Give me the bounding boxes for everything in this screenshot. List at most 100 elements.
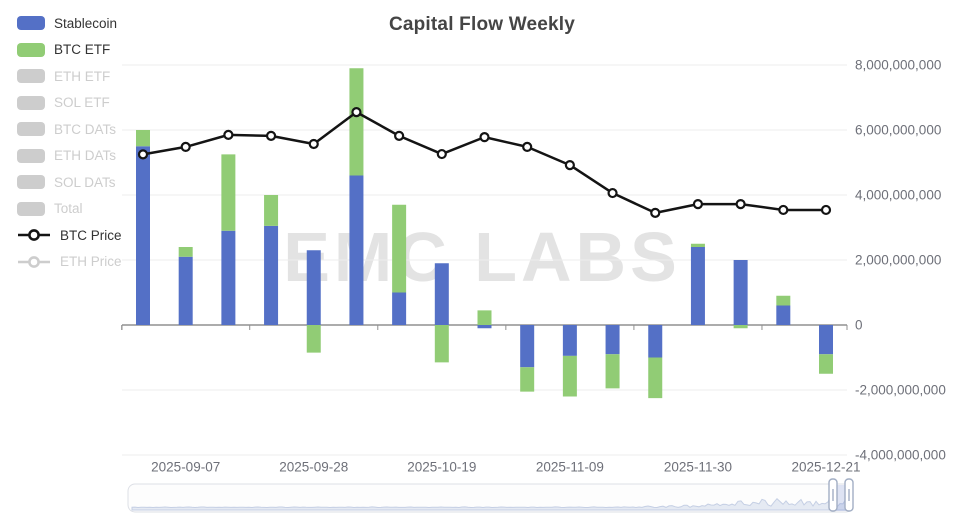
bar-btc-etf xyxy=(221,154,236,231)
bar-stablecoin xyxy=(349,175,364,325)
btc-price-marker xyxy=(479,132,490,143)
btc-price-marker xyxy=(564,160,575,171)
legend-item-eth-etf[interactable]: ETH ETF xyxy=(17,63,122,90)
bar-btc-etf xyxy=(648,357,663,399)
bar-btc-etf xyxy=(477,310,492,325)
x-axis-tick-label: 2025-10-19 xyxy=(407,459,477,475)
legend-label: SOL ETF xyxy=(54,95,110,111)
bar-stablecoin xyxy=(562,325,577,356)
legend-item-btc-dats[interactable]: BTC DATs xyxy=(17,116,122,143)
bar-stablecoin xyxy=(178,256,193,325)
stablecoin-swatch-icon xyxy=(17,16,45,31)
bar-stablecoin xyxy=(392,292,407,325)
eth-dats-swatch-icon xyxy=(17,148,45,163)
data-zoom-sparkline xyxy=(131,493,850,511)
btc-price-marker xyxy=(522,141,533,152)
x-axis-tick-label: 2025-09-28 xyxy=(279,459,349,475)
btc-price-marker xyxy=(351,107,362,118)
bar-btc-etf xyxy=(562,355,577,397)
legend-label: BTC Price xyxy=(60,227,122,243)
btc-price-marker xyxy=(265,130,277,141)
sol-etf-swatch-icon xyxy=(17,95,45,110)
btc-price-marker xyxy=(223,129,234,140)
btc-price-marker xyxy=(308,138,319,150)
legend: Stablecoin BTC ETF ETH ETF SOL ETF BTC DATs E… xyxy=(17,10,122,275)
bar-stablecoin xyxy=(434,263,449,325)
y-axis-tick-label: -4,000,000,000 xyxy=(855,447,946,463)
btc-etf-swatch-icon xyxy=(17,42,45,57)
btc-price-line xyxy=(141,110,828,215)
x-axis-tick-label: 2025-12-21 xyxy=(791,459,861,475)
btc-dats-swatch-icon xyxy=(17,122,45,137)
total-swatch-icon xyxy=(17,201,45,216)
y-axis-tick-label: 4,000,000,000 xyxy=(855,187,942,203)
legend-label: SOL DATs xyxy=(54,174,116,190)
btc-price-marker xyxy=(820,204,832,216)
legend-item-eth-dats[interactable]: ETH DATs xyxy=(17,143,122,170)
legend-item-btc-price[interactable]: BTC Price xyxy=(17,222,122,249)
bar-btc-etf xyxy=(520,367,535,392)
eth-price-line-icon xyxy=(18,255,50,268)
legend-label: Stablecoin xyxy=(54,15,118,31)
btc-price-marker xyxy=(607,187,618,199)
btc-price-line-icon xyxy=(18,229,50,242)
btc-price-marker xyxy=(137,149,149,160)
x-axis-tick-label: 2025-11-30 xyxy=(663,459,732,475)
y-axis-tick-label: -2,000,000,000 xyxy=(855,382,946,398)
btc-price-marker xyxy=(735,199,746,210)
x-axis-tick-label: 2025-11-09 xyxy=(535,459,604,475)
bar-btc-etf xyxy=(178,247,193,257)
bar-btc-etf xyxy=(264,195,279,226)
y-axis-tick-label: 2,000,000,000 xyxy=(855,252,942,268)
btc-price-marker xyxy=(650,207,661,218)
btc-price-marker xyxy=(394,130,405,141)
legend-item-total[interactable]: Total xyxy=(17,196,122,223)
bar-btc-etf xyxy=(776,295,791,306)
bar-stablecoin xyxy=(477,325,492,329)
bar-stablecoin xyxy=(819,325,833,355)
btc-price-marker xyxy=(436,148,447,160)
legend-item-btc-etf[interactable]: BTC ETF xyxy=(17,37,122,64)
bar-stablecoin xyxy=(605,325,620,355)
legend-label: ETH Price xyxy=(60,254,122,270)
btc-price-marker xyxy=(778,204,789,216)
legend-item-stablecoin[interactable]: Stablecoin xyxy=(17,10,122,37)
btc-price-marker xyxy=(692,199,704,210)
bar-stablecoin xyxy=(648,325,663,358)
bar-stablecoin xyxy=(733,260,748,325)
bar-btc-etf xyxy=(349,68,364,176)
chart-title: Capital Flow Weekly xyxy=(388,14,576,35)
bar-btc-etf xyxy=(392,204,407,293)
btc-price-marker xyxy=(180,141,191,152)
bar-btc-etf xyxy=(605,354,620,389)
legend-item-eth-price[interactable]: ETH Price xyxy=(17,249,122,276)
bar-stablecoin xyxy=(306,250,321,325)
bar-btc-etf xyxy=(690,243,705,247)
legend-label: BTC DATs xyxy=(54,121,117,137)
bar-stablecoin xyxy=(221,230,236,325)
legend-label: Total xyxy=(54,201,83,217)
eth-etf-swatch-icon xyxy=(17,69,45,84)
bar-btc-etf xyxy=(819,354,833,374)
bar-stablecoin xyxy=(776,305,791,325)
sol-dats-swatch-icon xyxy=(17,175,45,190)
bar-stablecoin xyxy=(690,247,705,325)
bar-btc-etf xyxy=(306,325,321,353)
bar-stablecoin xyxy=(136,146,150,325)
legend-label: ETH DATs xyxy=(54,148,117,164)
watermark: EMC LABS xyxy=(283,218,681,296)
bar-stablecoin xyxy=(264,225,279,325)
bar-btc-etf xyxy=(733,325,748,329)
y-axis-tick-label: 0 xyxy=(855,317,863,333)
bar-btc-etf xyxy=(136,130,150,147)
y-axis-tick-label: 6,000,000,000 xyxy=(855,122,942,138)
y-axis-tick-label: 8,000,000,000 xyxy=(855,57,942,73)
legend-item-sol-etf[interactable]: SOL ETF xyxy=(17,90,122,117)
legend-item-sol-dats[interactable]: SOL DATs xyxy=(17,169,122,196)
legend-label: ETH ETF xyxy=(54,68,111,84)
bar-btc-etf xyxy=(434,325,449,363)
legend-label: BTC ETF xyxy=(54,42,111,58)
x-axis-tick-label: 2025-09-07 xyxy=(151,459,221,475)
